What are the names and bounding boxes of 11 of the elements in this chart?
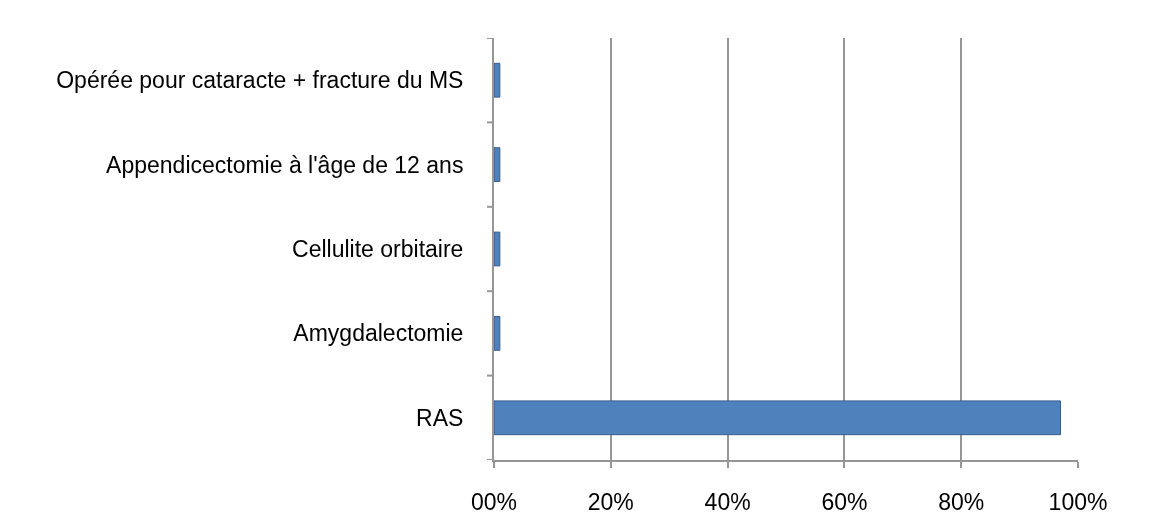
y-tick-label: Appendicectomie à l'âge de 12 ans (106, 151, 464, 178)
y-tick-label: Amygdalectomie (293, 320, 464, 347)
x-tick-label: 80% (938, 488, 985, 515)
y-tick-label: Cellulite orbitaire (292, 236, 464, 263)
x-tick-label: 40% (704, 488, 751, 515)
y-tick-label: Opérée pour cataracte + fracture du MS (56, 67, 464, 94)
x-tick-label: 20% (587, 488, 634, 515)
x-tick-label: 60% (821, 488, 868, 515)
y-tick-label: RAS (416, 404, 464, 431)
x-tick-label: 00% (470, 488, 518, 515)
x-tick-label: 100% (1048, 488, 1108, 515)
